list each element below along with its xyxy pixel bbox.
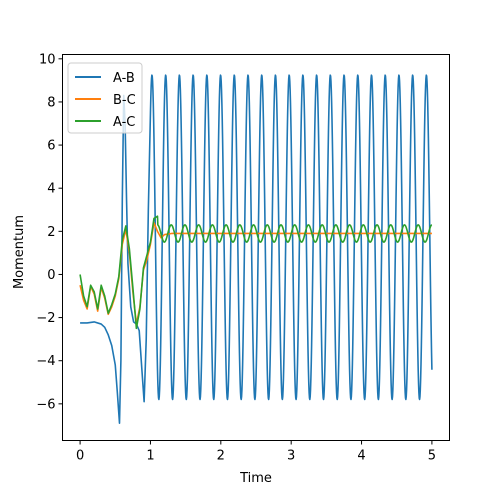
legend: A-B B-C A-C bbox=[67, 62, 143, 134]
y-tick-label: −2 bbox=[36, 311, 55, 326]
plot-frame bbox=[62, 54, 450, 441]
legend-label-a-c: A-C bbox=[113, 115, 135, 130]
legend-box bbox=[67, 62, 143, 134]
y-tick-label: 4 bbox=[47, 182, 55, 197]
x-tick-label: 2 bbox=[217, 449, 225, 464]
plot-lines bbox=[79, 74, 433, 425]
series-line-a-b bbox=[80, 74, 433, 425]
y-tick-label: −6 bbox=[36, 397, 55, 412]
y-tick-label: 0 bbox=[47, 268, 55, 283]
x-tick-label: 5 bbox=[428, 449, 436, 464]
y-tick-label: −4 bbox=[36, 354, 55, 369]
y-axis: −6 −4 −2 0 2 4 6 8 10 bbox=[36, 52, 63, 412]
y-tick-label: 10 bbox=[39, 52, 56, 67]
x-tick-label: 0 bbox=[76, 449, 84, 464]
y-tick-label: 2 bbox=[47, 225, 55, 240]
x-tick-label: 3 bbox=[287, 449, 295, 464]
y-axis-label: Momentum bbox=[12, 215, 27, 289]
legend-label-a-b: A-B bbox=[113, 71, 135, 86]
y-tick-label: 8 bbox=[47, 95, 55, 110]
y-tick-label: 6 bbox=[47, 139, 55, 154]
x-tick-label: 1 bbox=[146, 449, 154, 464]
x-axis-label: Time bbox=[239, 471, 272, 486]
legend-label-b-c: B-C bbox=[113, 93, 136, 108]
x-axis: 0 1 2 3 4 5 bbox=[76, 440, 436, 464]
x-tick-label: 4 bbox=[357, 449, 365, 464]
series-line-a-c bbox=[79, 215, 433, 330]
